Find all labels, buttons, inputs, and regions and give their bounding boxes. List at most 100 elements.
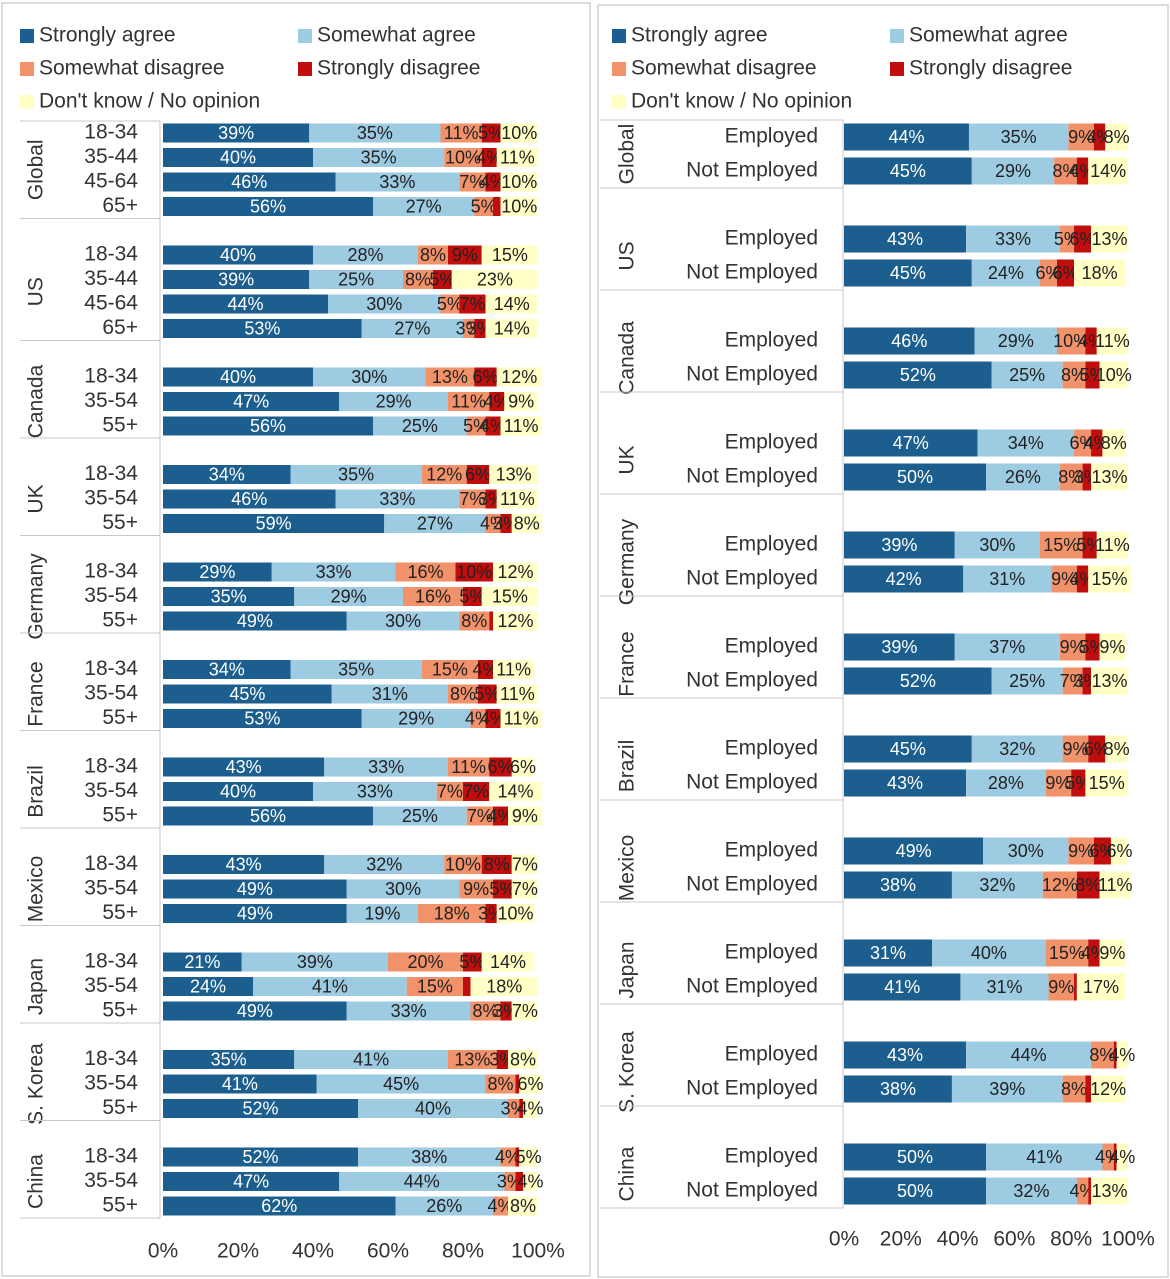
data-label: 59% — [256, 513, 292, 533]
bar-segment — [459, 879, 493, 899]
data-label: 43% — [226, 757, 262, 777]
data-label: 31% — [372, 684, 408, 704]
data-label: 41% — [353, 1049, 389, 1069]
bar-segment — [1076, 871, 1100, 899]
data-label: 8% — [1104, 739, 1130, 759]
category-label: Not Employed — [686, 1077, 818, 1100]
data-label: 10% — [445, 854, 481, 874]
legend-swatch — [20, 95, 34, 109]
data-label: 62% — [261, 1196, 297, 1216]
category-label: 55+ — [102, 414, 138, 437]
bar-segment — [963, 565, 1052, 593]
data-label: 12% — [426, 464, 462, 484]
bar-segment — [1088, 565, 1131, 593]
bar-segment — [459, 172, 486, 192]
category-label: 18-34 — [84, 950, 138, 973]
group-label: France — [616, 631, 639, 696]
data-label: 15% — [492, 586, 528, 606]
category-label: Not Employed — [686, 975, 818, 998]
bar-segment — [163, 514, 385, 533]
data-label: 7% — [459, 489, 485, 509]
bar-segment — [163, 806, 373, 826]
bar-segment — [496, 904, 535, 923]
x-tick-label: 40% — [292, 1240, 334, 1263]
bar-segment — [163, 660, 291, 679]
bar-segment — [361, 319, 463, 338]
data-label: 11% — [500, 147, 535, 167]
data-label: 6% — [1053, 263, 1079, 283]
bar-segment — [951, 871, 1043, 899]
data-label: 35% — [361, 147, 397, 167]
data-label: 7% — [437, 781, 463, 801]
data-label: 25% — [1009, 671, 1045, 691]
data-label: 33% — [368, 757, 404, 777]
data-label: 45% — [890, 739, 926, 759]
bar-segment — [496, 489, 538, 509]
data-label: 53% — [244, 318, 280, 338]
bar-segment — [328, 294, 441, 314]
bar-segment — [451, 270, 538, 289]
bar-segment — [977, 429, 1075, 457]
category-label: Employed — [725, 431, 818, 454]
group-label: Germany — [25, 553, 48, 640]
data-label: 9% — [1048, 977, 1074, 997]
data-label: 8% — [1075, 875, 1101, 895]
group-label: S. Korea — [25, 1043, 48, 1125]
data-label: 27% — [394, 318, 430, 338]
legend-swatch — [612, 29, 626, 43]
bar-segment — [163, 1172, 340, 1191]
data-label: 33% — [379, 172, 415, 192]
bar-segment — [1076, 1177, 1089, 1205]
data-label: 4% — [472, 659, 498, 679]
data-label: 42% — [886, 569, 922, 589]
category-label: Not Employed — [686, 261, 818, 284]
legend-swatch — [20, 29, 34, 43]
bar-segment — [966, 1041, 1092, 1069]
data-label: 39% — [989, 1079, 1025, 1099]
bar-segment — [384, 514, 486, 533]
bar-segment — [163, 489, 336, 509]
group-label: Global — [616, 124, 639, 185]
bar-segment — [1062, 361, 1086, 389]
data-label: 10% — [497, 903, 533, 923]
data-label: 13% — [454, 1049, 490, 1069]
x-tick-label: 80% — [1050, 1228, 1092, 1251]
bar-segment — [966, 225, 1060, 253]
bar-segment — [508, 1196, 538, 1216]
bar-segment — [508, 1099, 520, 1118]
data-label: 49% — [237, 903, 273, 923]
group-label: China — [616, 1146, 639, 1201]
bar-segment — [163, 1147, 358, 1167]
data-label: 15% — [417, 976, 453, 996]
category-label: 55+ — [102, 1096, 138, 1119]
bar-segment — [163, 319, 362, 338]
bar-segment — [844, 327, 975, 355]
data-label: 41% — [884, 977, 920, 997]
bar-segment — [500, 197, 538, 216]
bar-segment — [474, 319, 486, 338]
bar-segment — [1074, 225, 1092, 253]
data-label: 56% — [250, 806, 286, 826]
data-label: 35% — [211, 586, 247, 606]
bar-segment — [489, 757, 512, 777]
legend-swatch — [298, 62, 312, 76]
category-label: Not Employed — [686, 1179, 818, 1202]
data-label: 8% — [405, 269, 431, 289]
data-label: 28% — [988, 773, 1024, 793]
category-label: Employed — [725, 839, 818, 862]
data-label: 27% — [406, 196, 442, 216]
data-label: 49% — [237, 611, 273, 631]
legend-swatch — [298, 29, 312, 43]
bar-segment — [403, 270, 433, 289]
data-label: 25% — [402, 416, 438, 436]
data-label: 30% — [366, 294, 402, 314]
data-label: 49% — [237, 1001, 273, 1021]
bar-segment — [309, 123, 441, 143]
bar-segment — [478, 684, 497, 704]
bar-segment — [1088, 735, 1106, 763]
bar-segment — [313, 367, 426, 387]
bar-segment — [290, 465, 422, 484]
bar-segment — [1082, 463, 1092, 491]
data-label: 29% — [199, 562, 235, 582]
bar-segment — [474, 367, 497, 387]
